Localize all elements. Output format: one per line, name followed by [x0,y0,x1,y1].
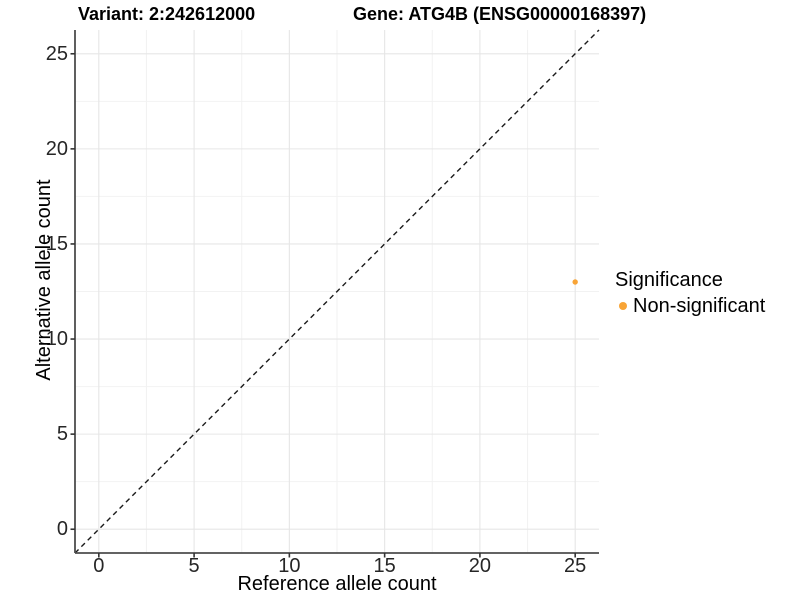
y-tick-label: 25 [45,42,68,65]
y-tick-label: 15 [45,232,68,255]
non-significant-point-icon [619,302,627,310]
legend-title: Significance [615,269,723,291]
x-tick-label: 0 [93,555,105,577]
x-tick-label: 15 [373,555,396,577]
identity-dashed-line [74,29,600,554]
legend-item-label: Non-significant [633,295,766,317]
y-tick-label: 5 [56,423,68,446]
y-tick-label: 10 [45,328,68,351]
x-tick-label: 5 [188,555,200,577]
gene-title: Gene: ATG4B (ENSG00000168397) [353,4,647,24]
data-point [572,279,578,285]
y-tick-label: 0 [56,518,68,541]
y-axis-title: Alternative allele count [33,179,55,381]
x-axis-title: Reference allele count [237,573,437,595]
x-tick-label: 25 [564,555,587,577]
variant-title: Variant: 2:242612000 [78,4,256,24]
x-tick-label: 10 [278,555,301,577]
y-tick-label: 20 [45,137,68,160]
x-tick-label: 20 [468,555,492,577]
